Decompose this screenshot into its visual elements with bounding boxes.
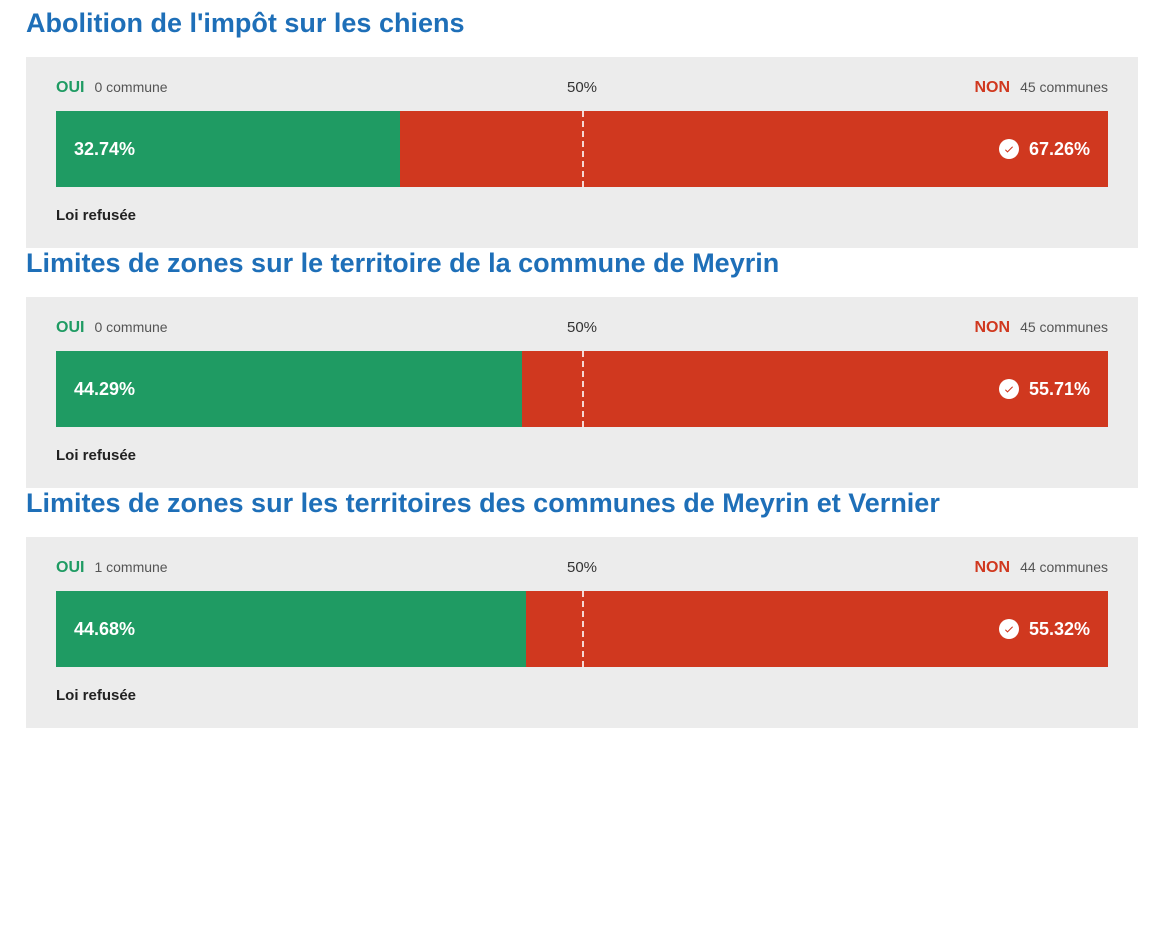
result-status: Loi refusée — [56, 687, 1108, 704]
non-communes-count: 44 communes — [1020, 559, 1108, 575]
winner-check-icon — [999, 139, 1019, 159]
winner-check-icon — [999, 619, 1019, 639]
fifty-percent-line — [582, 591, 584, 667]
vote-top-row: OUI 0 commune 50% NON 45 communes — [56, 319, 1108, 337]
oui-bar-segment: 44.29% — [56, 351, 522, 427]
oui-label: OUI — [56, 559, 84, 577]
non-percentage: 67.26% — [1029, 139, 1090, 160]
vote-panel: OUI 0 commune 50% NON 45 communes 55.71% 44.29… — [26, 297, 1138, 488]
non-percentage: 55.32% — [1029, 619, 1090, 640]
fifty-percent-marker-label: 50% — [567, 319, 597, 336]
result-bar: 55.71% 44.29% — [56, 351, 1108, 427]
vote-panel: OUI 1 commune 50% NON 44 communes 55.32% 44.68… — [26, 537, 1138, 728]
oui-bar-segment: 32.74% — [56, 111, 400, 187]
oui-percentage: 32.74% — [74, 139, 135, 160]
vote-title-link[interactable]: Limites de zones sur les territoires des… — [26, 488, 1138, 519]
result-bar: 55.32% 44.68% — [56, 591, 1108, 667]
vote-panel: OUI 0 commune 50% NON 45 communes 67.26% 32.74… — [26, 57, 1138, 248]
vote-top-row: OUI 1 commune 50% NON 44 communes — [56, 559, 1108, 577]
winner-check-icon — [999, 379, 1019, 399]
result-status: Loi refusée — [56, 447, 1108, 464]
vote-section: Limites de zones sur le territoire de la… — [26, 248, 1138, 488]
oui-label: OUI — [56, 319, 84, 337]
non-percentage: 55.71% — [1029, 379, 1090, 400]
vote-section: Abolition de l'impôt sur les chiens OUI 0 … — [26, 8, 1138, 248]
fifty-percent-line — [582, 111, 584, 187]
oui-communes-count: 0 commune — [94, 79, 167, 95]
oui-communes-count: 1 commune — [94, 559, 167, 575]
non-communes-count: 45 communes — [1020, 319, 1108, 335]
non-communes-count: 45 communes — [1020, 79, 1108, 95]
result-status: Loi refusée — [56, 207, 1108, 224]
oui-percentage: 44.29% — [74, 379, 135, 400]
oui-bar-segment: 44.68% — [56, 591, 526, 667]
fifty-percent-marker-label: 50% — [567, 79, 597, 96]
oui-percentage: 44.68% — [74, 619, 135, 640]
vote-title-link[interactable]: Abolition de l'impôt sur les chiens — [26, 8, 1138, 39]
oui-communes-count: 0 commune — [94, 319, 167, 335]
oui-label: OUI — [56, 79, 84, 97]
result-bar: 67.26% 32.74% — [56, 111, 1108, 187]
non-label: NON — [975, 79, 1011, 97]
fifty-percent-line — [582, 351, 584, 427]
vote-title-link[interactable]: Limites de zones sur le territoire de la… — [26, 248, 1138, 279]
fifty-percent-marker-label: 50% — [567, 559, 597, 576]
vote-top-row: OUI 0 commune 50% NON 45 communes — [56, 79, 1108, 97]
non-label: NON — [975, 319, 1011, 337]
vote-section: Limites de zones sur les territoires des… — [26, 488, 1138, 728]
non-label: NON — [975, 559, 1011, 577]
